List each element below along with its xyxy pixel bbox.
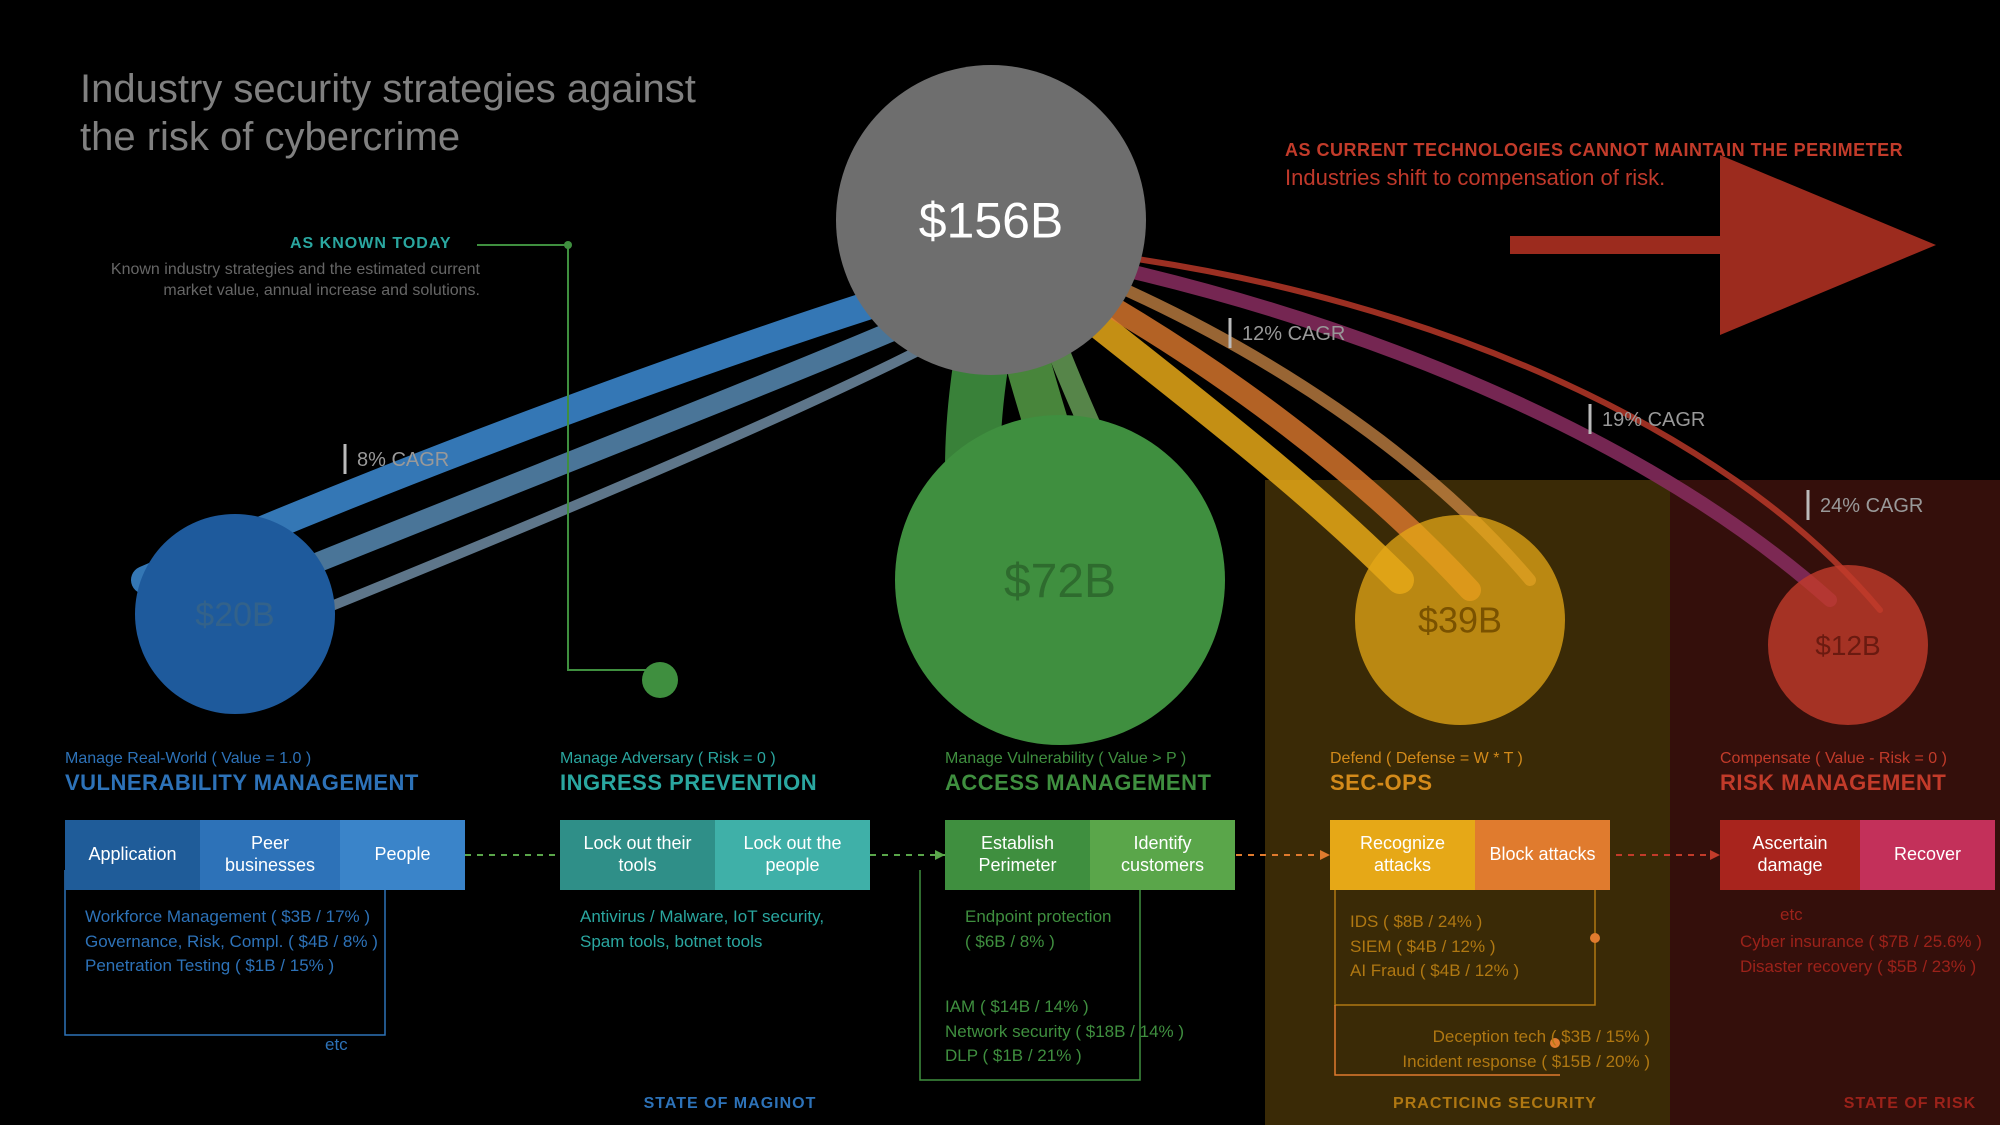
alert-line1: AS CURRENT TECHNOLOGIES CANNOT MAINTAIN … (1285, 140, 1935, 161)
state-label-secops: PRACTICING SECURITY (1385, 1095, 1605, 1113)
subtitle-label: AS KNOWN TODAY (290, 235, 452, 253)
pill: Ascertain damage (1720, 820, 1860, 890)
pillar-details-secops: IDS ( $8B / 24% )SIEM ( $4B / 12% )AI Fr… (1350, 910, 1690, 984)
pill: Application (65, 820, 200, 890)
flow-path (1060, 355, 1150, 560)
pill: Lock out the people (715, 820, 870, 890)
pillar-details2-secops: Deception tech ( $3B / 15% )Incident res… (1290, 1025, 1650, 1074)
pillar-heading-vuln: Manage Real-World ( Value = 1.0 ) VULNERA… (65, 750, 425, 796)
cagr-label: 19% CAGR (1602, 409, 1705, 431)
pillar-details2-access: IAM ( $14B / 14% )Network security ( $18… (945, 995, 1305, 1069)
pillar-eyebrow: Manage Real-World ( Value = 1.0 ) (65, 750, 425, 768)
pillar-details-access: Endpoint protection( $6B / 8% ) (965, 905, 1305, 954)
pill-row-risk: Ascertain damageRecover (1720, 820, 1995, 890)
pillar-eyebrow: Manage Vulnerability ( Value > P ) (945, 750, 1305, 768)
state-label-risk: STATE OF RISK (1800, 1095, 2000, 1113)
pill: Establish Perimeter (945, 820, 1090, 890)
pillar-heading-access: Manage Vulnerability ( Value > P ) ACCESS… (945, 750, 1305, 796)
alert-block: AS CURRENT TECHNOLOGIES CANNOT MAINTAIN … (1285, 140, 1935, 191)
value-bubble (836, 65, 1146, 375)
pill: Block attacks (1475, 820, 1610, 890)
cagr-label: 8% CAGR (357, 449, 449, 471)
pillar-title: VULNERABILITY MANAGEMENT (65, 770, 425, 796)
pill: Recover (1860, 820, 1995, 890)
pill-row-access: Establish PerimeterIdentify customers (945, 820, 1235, 890)
infographic-stage: Industry security strategies against the… (0, 0, 2000, 1125)
bubble-value: $72B (1004, 555, 1116, 608)
pill-row-vuln: ApplicationPeer businessesPeople (65, 820, 465, 890)
flow-path (200, 330, 895, 610)
pill-row-secops: Recognize attacksBlock attacks (1330, 820, 1610, 890)
pill: Peer businesses (200, 820, 340, 890)
pillar-extra: etc (1780, 905, 1803, 925)
cagr-label: 12% CAGR (1242, 323, 1345, 345)
pillar-eyebrow: Compensate ( Value - Risk = 0 ) (1720, 750, 2000, 768)
pillar-heading-ingress: Manage Adversary ( Risk = 0 ) INGRESS PRE… (560, 750, 920, 796)
flow-path (973, 370, 981, 560)
bubble-value: $156B (919, 193, 1064, 249)
pillar-title: RISK MANAGEMENT (1720, 770, 2000, 796)
pillar-title: SEC-OPS (1330, 770, 1690, 796)
pillar-details-risk: Cyber insurance ( $7B / 25.6% )Disaster … (1740, 930, 2000, 979)
value-bubble (135, 514, 335, 714)
value-bubble (895, 415, 1225, 745)
pill: People (340, 820, 465, 890)
flow-path (1030, 370, 1090, 560)
value-bubble (642, 662, 678, 698)
state-label-ingress: STATE OF MAGINOT (620, 1095, 840, 1113)
title-line1: Industry security strategies against (80, 67, 696, 111)
pillar-eyebrow: Manage Adversary ( Risk = 0 ) (560, 750, 920, 768)
pillar-details-ingress: Antivirus / Malware, IoT security,Spam t… (580, 905, 920, 954)
alert-line2: Industries shift to compensation of risk… (1285, 165, 1935, 191)
flow-path (145, 305, 870, 580)
flow-path (260, 350, 920, 635)
connector (477, 245, 660, 670)
pillar-heading-secops: Defend ( Defense = W * T ) SEC-OPS (1330, 750, 1690, 796)
pillar-title: INGRESS PREVENTION (560, 770, 920, 796)
pill: Lock out their tools (560, 820, 715, 890)
pill: Identify customers (1090, 820, 1235, 890)
pillar-details-vuln: Workforce Management ( $3B / 17% )Govern… (85, 905, 425, 979)
risk-overlay (1670, 480, 2000, 1125)
pillar-eyebrow: Defend ( Defense = W * T ) (1330, 750, 1690, 768)
bubble-value: $20B (195, 596, 274, 634)
pillar-extra: etc (325, 1035, 348, 1055)
pillar-heading-risk: Compensate ( Value - Risk = 0 ) RISK MANA… (1720, 750, 2000, 796)
pill: Recognize attacks (1330, 820, 1475, 890)
page-title: Industry security strategies against the… (80, 65, 780, 161)
title-line2: the risk of cybercrime (80, 115, 460, 159)
subtitle-text: Known industry strategies and the estima… (60, 260, 480, 302)
pill-row-ingress: Lock out their toolsLock out the people (560, 820, 870, 890)
pillar-title: ACCESS MANAGEMENT (945, 770, 1305, 796)
